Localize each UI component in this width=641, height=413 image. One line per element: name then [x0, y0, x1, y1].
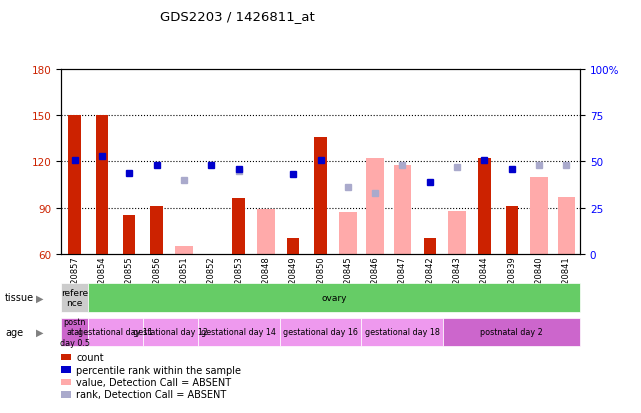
Bar: [69, 116, 81, 254]
Text: GDS2203 / 1426811_at: GDS2203 / 1426811_at: [160, 10, 315, 23]
Bar: [424, 239, 436, 254]
Bar: [478, 159, 490, 254]
Text: ▶: ▶: [36, 327, 44, 337]
Text: age: age: [5, 327, 23, 337]
Bar: [530, 178, 548, 254]
Bar: [448, 211, 466, 254]
Bar: [287, 239, 299, 254]
Bar: [339, 213, 356, 254]
Text: rank, Detection Call = ABSENT: rank, Detection Call = ABSENT: [76, 389, 226, 399]
Text: tissue: tissue: [5, 293, 34, 303]
Text: percentile rank within the sample: percentile rank within the sample: [76, 365, 241, 375]
Text: gestational day 12: gestational day 12: [133, 328, 208, 337]
Bar: [151, 206, 163, 254]
Text: ovary: ovary: [321, 293, 347, 302]
Bar: [257, 209, 275, 254]
Text: postnatal day 2: postnatal day 2: [480, 328, 543, 337]
Text: gestational day 14: gestational day 14: [201, 328, 276, 337]
Text: refere
nce: refere nce: [61, 288, 88, 307]
Bar: [123, 216, 135, 254]
Text: postn
atal
day 0.5: postn atal day 0.5: [60, 317, 90, 347]
Bar: [175, 246, 193, 254]
Bar: [96, 116, 108, 254]
Text: gestational day 16: gestational day 16: [283, 328, 358, 337]
Bar: [314, 138, 327, 254]
Text: ▶: ▶: [36, 293, 44, 303]
Text: gestational day 18: gestational day 18: [365, 328, 440, 337]
Text: gestational day 11: gestational day 11: [78, 328, 153, 337]
Text: value, Detection Call = ABSENT: value, Detection Call = ABSENT: [76, 377, 231, 387]
Bar: [233, 199, 245, 254]
Bar: [558, 197, 576, 254]
Text: count: count: [76, 352, 104, 362]
Bar: [366, 159, 384, 254]
Bar: [394, 165, 412, 254]
Bar: [506, 206, 518, 254]
